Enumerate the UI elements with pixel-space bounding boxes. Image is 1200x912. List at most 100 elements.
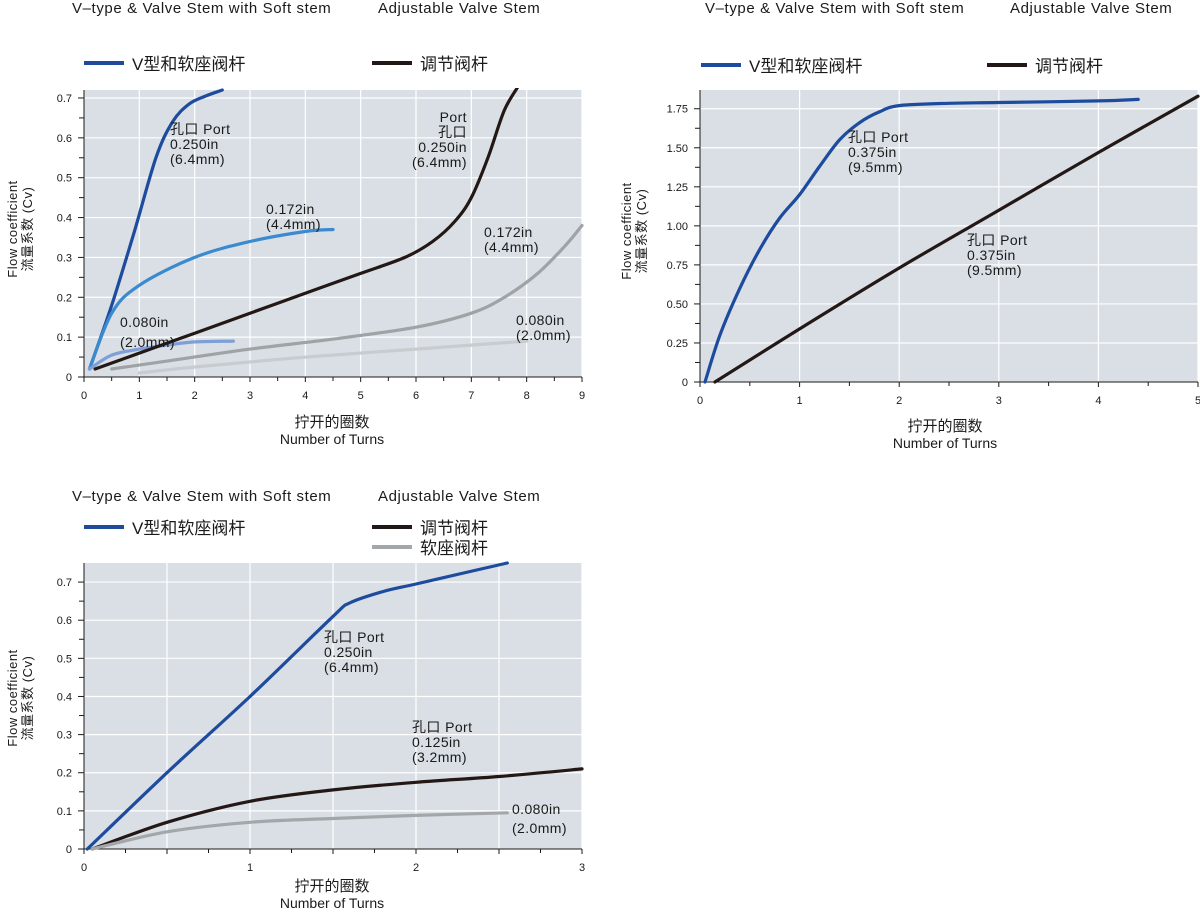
y-tick-label: 0.3 — [57, 730, 72, 742]
legend-swatch — [372, 544, 412, 549]
y-tick-label: 0.5 — [57, 653, 72, 665]
y-tick-label: 1.00 — [667, 221, 688, 233]
legend-swatch — [701, 62, 741, 67]
x-tick-label: 3 — [579, 862, 585, 874]
chart-1-plot: 0 1 2 3 4 5 6 7 8 9 0 0.1 0.2 0.3 0.4 0.5 0.6 0.7 — [57, 88, 585, 402]
x-label-en: Number of Turns — [892, 435, 998, 451]
chart-2-x-axis-label: 拧开的圈数 Number of Turns — [845, 418, 1045, 452]
chart-1-annotation-adj-0080: 0.080in (2.0mm) — [516, 312, 571, 343]
x-label-cn: 拧开的圈数 — [294, 414, 370, 431]
y-tick-label: 0.1 — [57, 332, 72, 344]
series-line-1 — [703, 97, 1140, 384]
y-tick-label: 0.50 — [667, 299, 688, 311]
x-tick-label: 9 — [579, 390, 585, 402]
x-tick-label: 4 — [302, 390, 308, 402]
y-tick-label: 0.5 — [57, 173, 72, 185]
x-label-en: Number of Turns — [279, 895, 385, 911]
legend-swatch — [84, 60, 124, 65]
legend-label: 调节阀杆 — [420, 55, 488, 74]
chart-3-header-left: V–type & Valve Stem with Soft stem — [72, 488, 332, 505]
x-tick-label: 3 — [247, 390, 253, 402]
chart-1-header-right: Adjustable Valve Stem — [378, 0, 541, 17]
chart-3-legend-v-type: V型和软座阀杆 — [84, 514, 245, 539]
chart-1-annotation-v-0250: 孔口 Port 0.250in (6.4mm) — [170, 121, 231, 167]
x-tick-label: 2 — [896, 395, 902, 407]
y-tick-label: 0.6 — [57, 615, 72, 627]
x-tick-label: 0 — [81, 390, 87, 402]
y-tick-label: 0.4 — [57, 691, 72, 703]
y-tick-label: 0.2 — [57, 768, 72, 780]
y-tick-label: 0.2 — [57, 292, 72, 304]
chart-1-annotation-adj-0250: Port 孔口 0.250in (6.4mm) — [412, 109, 467, 170]
chart-2-annotation-adj-0375: 孔口 Port 0.375in (9.5mm) — [967, 232, 1028, 278]
x-tick-label: 0 — [81, 862, 87, 874]
chart-2-annotation-v-0375: 孔口 Port 0.375in (9.5mm) — [848, 129, 909, 175]
y-tick-label: 0 — [66, 372, 72, 384]
legend-swatch — [84, 524, 124, 529]
x-tick-label: 1 — [247, 862, 253, 874]
legend-swatch — [372, 60, 412, 65]
series-line-3 — [90, 811, 509, 851]
x-tick-label: 5 — [1195, 395, 1200, 407]
x-label-cn: 拧开的圈数 — [294, 878, 370, 895]
legend-label: V型和软座阀杆 — [132, 55, 246, 74]
x-label-en: Number of Turns — [279, 431, 385, 447]
y-tick-label: 0 — [66, 844, 72, 856]
x-tick-label: 0 — [697, 395, 703, 407]
y-tick-label: 1.50 — [667, 143, 688, 155]
x-tick-label: 1 — [797, 395, 803, 407]
x-tick-label: 2 — [413, 862, 419, 874]
y-tick-label: 0.4 — [57, 213, 72, 225]
chart-1-x-axis-label: 拧开的圈数 Number of Turns — [232, 414, 432, 448]
x-tick-label: 1 — [136, 390, 142, 402]
y-tick-label: 0.7 — [57, 577, 72, 589]
series-line-1 — [85, 561, 509, 851]
x-tick-label: 5 — [358, 390, 364, 402]
chart-1-annotation-v-0080: 0.080in (2.0mm) — [120, 314, 175, 350]
x-tick-label: 2 — [192, 390, 198, 402]
series-line-4 — [93, 88, 520, 371]
y-tick-label: 0.6 — [57, 133, 72, 145]
chart-2-legend-adjustable: 调节阀杆 — [987, 52, 1103, 77]
chart-2-header-left: V–type & Valve Stem with Soft stem — [705, 0, 965, 17]
x-tick-label: 8 — [524, 390, 530, 402]
y-tick-label: 0.1 — [57, 806, 72, 818]
series-line-2 — [90, 767, 584, 851]
chart-2: V–type & Valve Stem with Soft stem Adjus… — [615, 0, 1200, 460]
chart-3-x-axis-label: 拧开的圈数 Number of Turns — [232, 878, 432, 912]
chart-3-annotation-soft-0080: 0.080in (2.0mm) — [512, 801, 567, 836]
legend-label: 软座阀杆 — [420, 539, 488, 558]
chart-3-legend-soft-seat: 软座阀杆 — [372, 534, 488, 559]
legend-label: 调节阀杆 — [420, 519, 488, 538]
chart-1: V–type & Valve Stem with Soft stem Adjus… — [0, 0, 600, 460]
chart-1-legend-adjustable: 调节阀杆 — [372, 50, 488, 75]
chart-3-annotation-adj-0125: 孔口 Port 0.125in (3.2mm) — [412, 719, 473, 765]
y-tick-label: 0 — [682, 377, 688, 389]
x-tick-label: 4 — [1095, 395, 1101, 407]
chart-3-annotation-v-0250: 孔口 Port 0.250in (6.4mm) — [324, 629, 385, 675]
series-line-5 — [110, 223, 584, 371]
y-tick-label: 0.75 — [667, 260, 688, 272]
chart-1-header-left: V–type & Valve Stem with Soft stem — [72, 0, 332, 17]
chart-2-legend-v-type: V型和软座阀杆 — [701, 52, 862, 77]
y-tick-label: 1.75 — [667, 104, 688, 116]
chart-2-plot: 0 1 2 3 4 5 0 0.25 0.50 0.75 1.00 1.25 1.50 1.75 — [667, 90, 1200, 407]
series-line-1 — [87, 88, 224, 371]
chart-1-annotation-adj-0172: 0.172in (4.4mm) — [484, 224, 539, 255]
chart-2-header-right: Adjustable Valve Stem — [1010, 0, 1173, 17]
y-tick-label: 0.25 — [667, 338, 688, 350]
y-tick-label: 1.25 — [667, 182, 688, 194]
chart-1-legend-v-type: V型和软座阀杆 — [84, 50, 245, 75]
chart-1-annotation-v-0172: 0.172in (4.4mm) — [266, 201, 321, 232]
chart-3-legend-adjustable: 调节阀杆 — [372, 514, 488, 539]
chart-3-plot: 0 1 2 3 0 0.1 0.2 0.3 0.4 0.5 0.6 0.7 — [57, 561, 585, 874]
series-line-2 — [87, 227, 335, 371]
chart-3: V–type & Valve Stem with Soft stem Adjus… — [0, 484, 600, 912]
y-tick-label: 0.3 — [57, 252, 72, 264]
x-tick-label: 6 — [413, 390, 419, 402]
x-label-cn: 拧开的圈数 — [907, 418, 983, 435]
legend-swatch — [987, 62, 1027, 67]
legend-label: V型和软座阀杆 — [132, 519, 246, 538]
legend-swatch — [372, 524, 412, 529]
plot-background — [700, 90, 1198, 382]
